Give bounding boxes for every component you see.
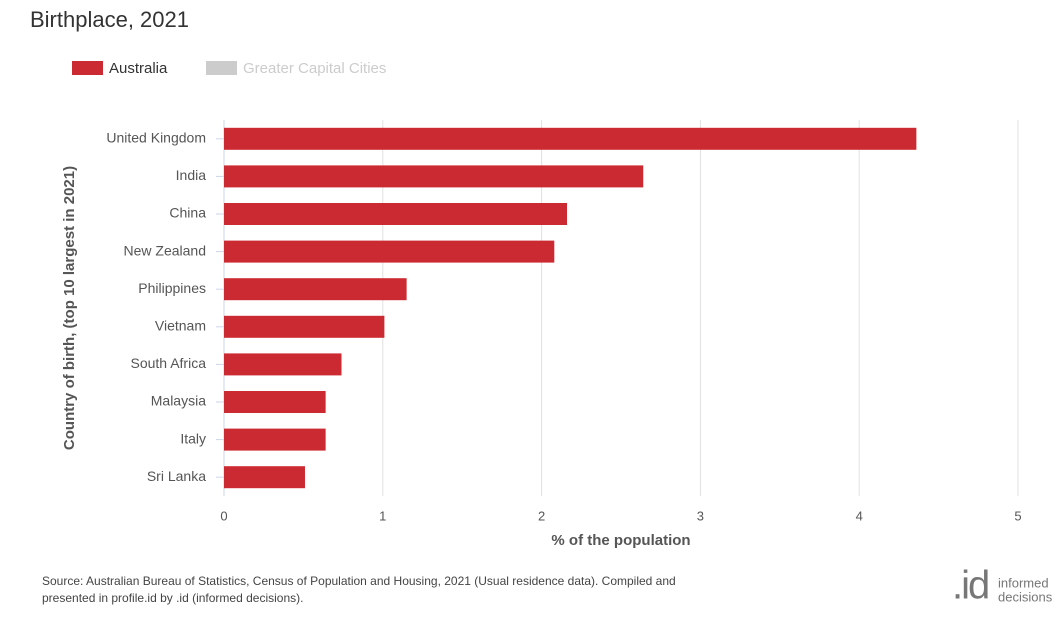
bar <box>224 203 568 225</box>
bar <box>224 466 305 489</box>
x-tick-label: 1 <box>379 508 386 523</box>
x-tick-label: 4 <box>856 508 863 523</box>
bar <box>224 391 326 413</box>
chart-title: Birthplace, 2021 <box>30 7 189 32</box>
x-axis-label: % of the population <box>551 532 690 549</box>
legend-swatch <box>72 61 103 75</box>
logo-text: informed <box>998 575 1049 590</box>
bar <box>224 428 326 451</box>
y-tick-label: China <box>169 205 206 221</box>
y-tick-label: Sri Lanka <box>147 468 206 484</box>
x-tick-label: 2 <box>538 508 545 523</box>
y-axis-label: Country of birth, (top 10 largest in 202… <box>61 166 78 450</box>
y-tick-label: Malaysia <box>151 393 206 409</box>
x-tick-label: 5 <box>1014 508 1021 523</box>
legend-label: Greater Capital Cities <box>243 60 386 77</box>
bar <box>224 240 555 263</box>
y-tick-label: Philippines <box>138 280 206 296</box>
y-tick-label: Vietnam <box>155 318 206 334</box>
y-tick-label: United Kingdom <box>106 130 206 146</box>
legend-label: Australia <box>109 60 168 77</box>
y-tick-label: Italy <box>180 430 206 446</box>
bar <box>224 278 407 301</box>
bar <box>224 165 644 188</box>
logo-text: decisions <box>998 589 1053 604</box>
bar <box>224 127 917 150</box>
bar <box>224 353 342 376</box>
bar <box>224 315 385 338</box>
x-tick-label: 0 <box>220 508 227 523</box>
logo-mark: .id <box>952 564 988 608</box>
source: Source: Australian Bureau of Statistics,… <box>42 574 676 588</box>
y-tick-label: New Zealand <box>124 242 207 258</box>
y-tick-label: India <box>176 167 207 183</box>
x-tick-label: 3 <box>697 508 704 523</box>
source: presented in profile.id by .id (informed… <box>42 591 303 605</box>
legend-swatch <box>206 61 237 75</box>
y-tick-label: South Africa <box>131 355 207 371</box>
